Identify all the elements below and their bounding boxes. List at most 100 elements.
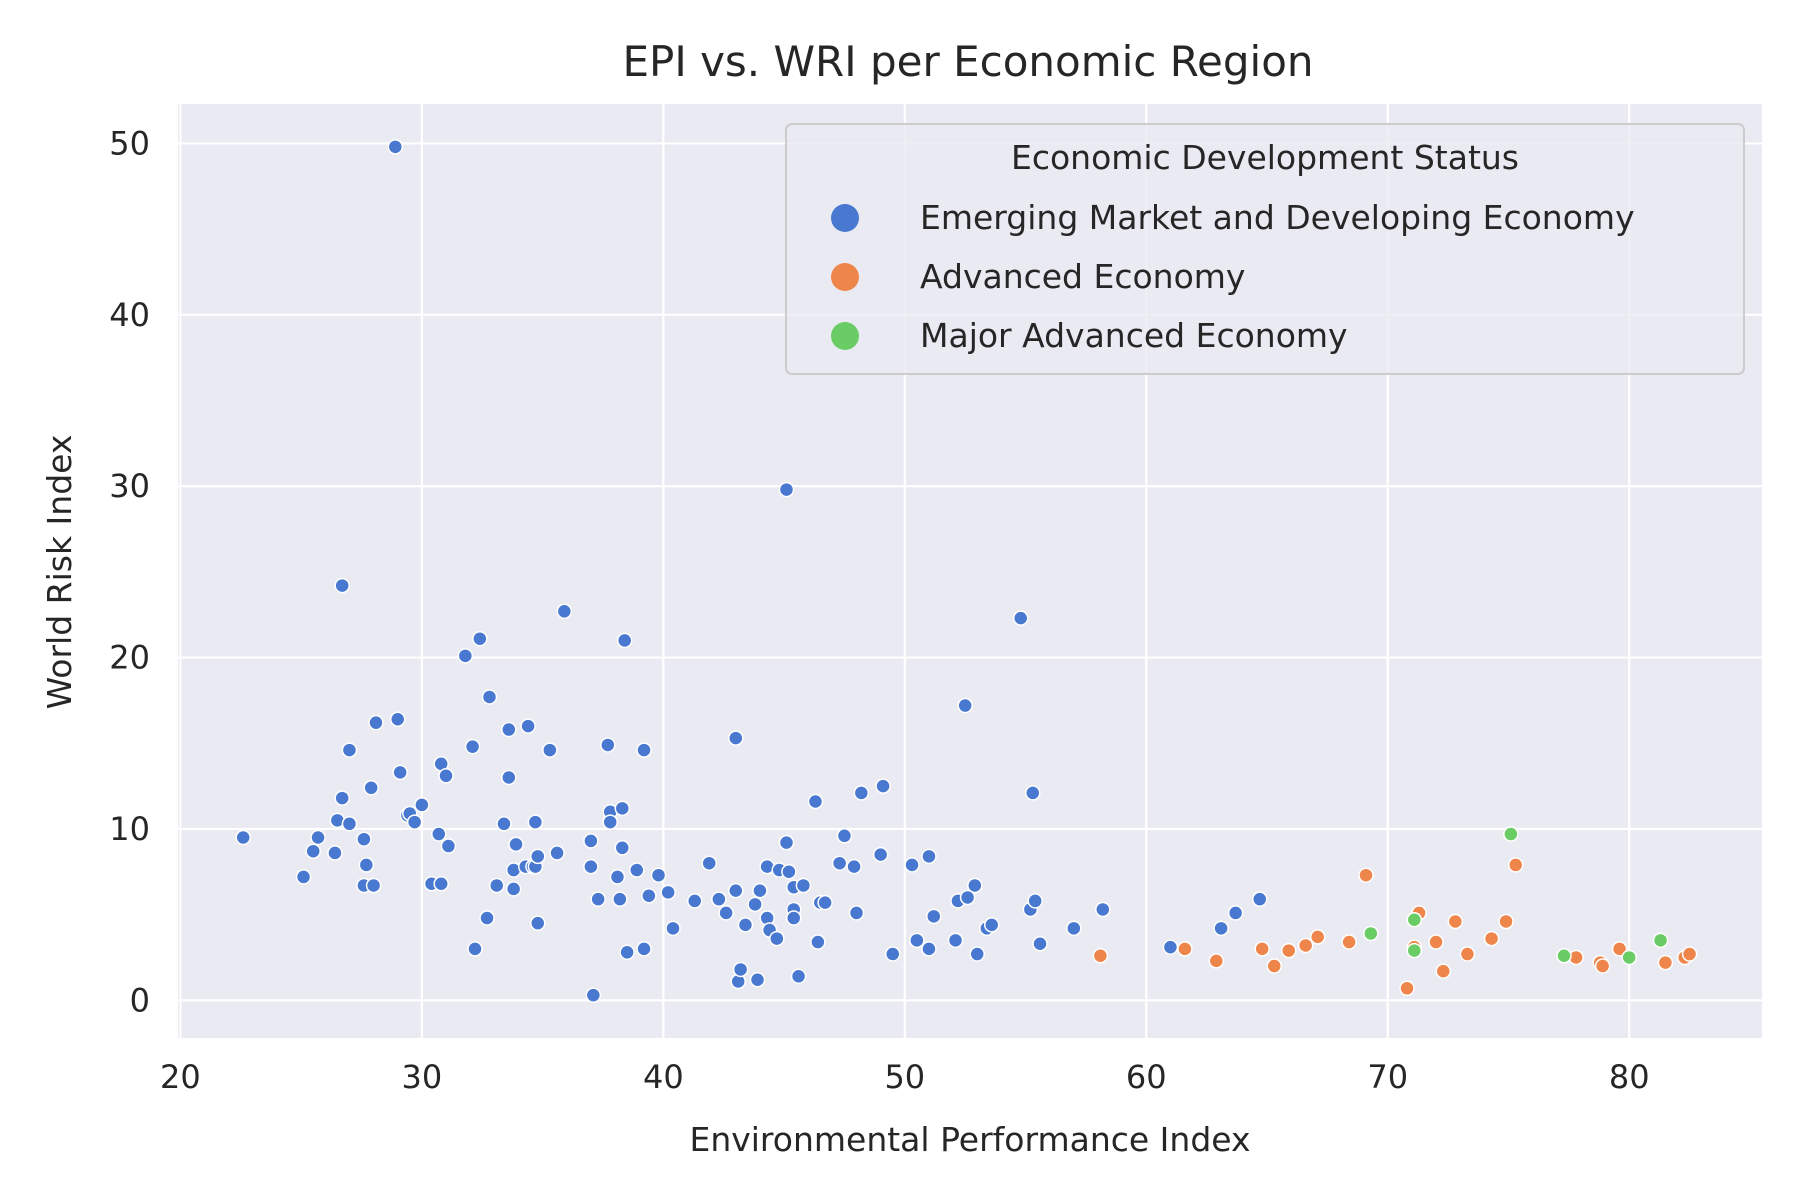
x-tick-label: 70 [1367,1058,1408,1096]
data-point [614,840,631,856]
data-point [629,862,645,878]
x-tick-label: 50 [884,1058,925,1096]
data-point [1428,934,1444,950]
x-tick-label: 20 [160,1058,201,1096]
data-point [884,946,901,962]
data-point [365,877,382,894]
y-axis-title: World Risk Index [40,435,79,710]
data-point [501,769,517,786]
data-point [488,877,505,894]
data-point [1483,930,1500,947]
data-point [440,838,457,854]
tick-labels: 20 30 40 50 60 70 80 0 10 20 30 40 50 [109,124,1649,1096]
data-point [1621,949,1637,966]
data-point [1309,929,1326,945]
data-point [711,891,727,907]
x-tick-label: 60 [1126,1058,1167,1096]
data-point [387,139,404,155]
data-point [549,845,565,861]
legend-items: Emerging Market and Developing Economy Ad… [831,198,1635,355]
data-point [1459,946,1476,962]
data-point [414,797,430,813]
data-point [1363,925,1379,942]
data-point [1435,963,1452,979]
data-point [1498,913,1514,930]
data-point [1227,905,1244,921]
data-point [406,814,423,830]
y-tick-label: 50 [109,124,150,162]
data-point [872,846,889,863]
data-point [609,869,626,885]
x-tick-label: 30 [402,1058,443,1096]
data-point [1012,610,1029,626]
data-point [600,737,616,753]
data-point [1611,941,1628,957]
data-point [1027,893,1043,909]
data-point [1032,935,1048,952]
data-point [728,730,744,746]
data-point [1162,939,1179,955]
data-point [1252,891,1268,907]
data-point [817,894,833,911]
data-point [650,867,667,883]
chart-title: EPI vs. WRI per Economic Region [622,37,1313,86]
y-tick-label: 10 [109,810,150,848]
data-point [660,884,676,901]
data-point [505,881,522,897]
data-point [472,630,488,647]
data-point [947,932,964,949]
x-tick-label: 80 [1609,1058,1650,1096]
data-point [959,889,976,906]
data-point [983,917,1000,933]
data-point [641,888,657,904]
data-point [542,742,558,758]
data-point [1556,947,1572,964]
data-point [1406,942,1423,959]
data-point [831,855,848,871]
y-tick-label: 20 [109,639,150,677]
data-point [1594,958,1611,974]
legend-marker [831,263,859,291]
legend-box [785,123,1745,375]
data-point [848,905,865,921]
y-tick-label: 30 [109,467,150,505]
data-point [530,848,546,865]
data-point [389,711,406,727]
legend-label: Major Advanced Economy [920,316,1348,355]
data-point [583,833,599,849]
data-point [590,891,606,907]
data-point [496,816,512,832]
data-point [957,697,973,714]
y-tick-label: 0 [130,981,150,1019]
series-2-points [1092,857,1698,997]
data-point [1507,857,1524,873]
data-point [356,831,372,847]
data-point [457,648,474,664]
data-point [904,857,920,873]
data-point [481,689,498,705]
data-point [1280,942,1297,959]
data-point [1297,937,1314,954]
series-3-points [1363,826,1669,966]
data-point [585,987,602,1003]
data-point [749,971,766,988]
data-point [431,826,447,842]
data-point [327,845,343,861]
data-point [235,829,251,846]
data-point [508,836,524,853]
legend: Economic Development Status Emerging Mar… [785,123,1745,375]
data-point [747,896,763,913]
data-point [479,910,495,926]
data-point [846,858,862,875]
data-point [619,944,635,961]
data-point [368,714,384,731]
data-point [556,603,573,620]
legend-title: Economic Development Status [1011,138,1519,177]
series-1-points [235,139,1268,1003]
data-point [616,632,633,649]
data-point [665,920,681,937]
data-point [807,793,824,810]
data-point [530,915,546,931]
legend-label: Emerging Market and Developing Economy [920,198,1635,237]
